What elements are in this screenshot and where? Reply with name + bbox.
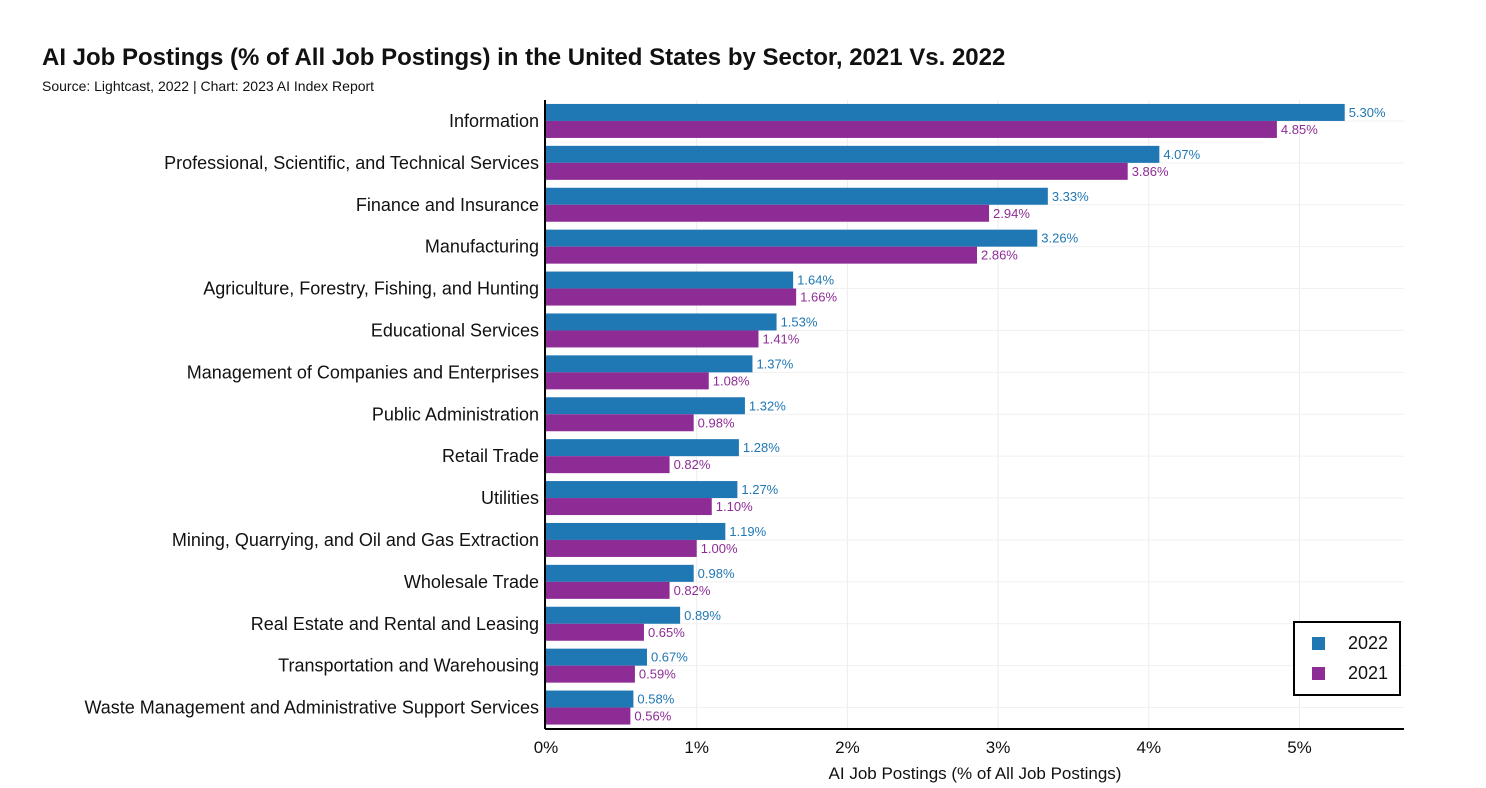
bar-2021 bbox=[546, 372, 709, 390]
bar-2022 bbox=[546, 187, 1048, 205]
data-label-2022: 1.28% bbox=[743, 440, 780, 455]
category-label: Professional, Scientific, and Technical … bbox=[164, 153, 539, 173]
bar-2022 bbox=[546, 522, 726, 540]
data-label-2022: 1.53% bbox=[781, 314, 818, 329]
legend-swatch-2021 bbox=[1312, 667, 1325, 680]
data-label-2022: 3.33% bbox=[1052, 189, 1089, 204]
legend-label-2021: 2021 bbox=[1348, 663, 1388, 683]
bar-2022 bbox=[546, 439, 739, 457]
category-label: Retail Trade bbox=[442, 446, 539, 466]
data-label-2021: 0.56% bbox=[634, 709, 671, 724]
chart-source: Source: Lightcast, 2022 | Chart: 2023 AI… bbox=[42, 78, 375, 94]
data-label-2021: 0.98% bbox=[698, 415, 735, 430]
data-label-2022: 1.64% bbox=[797, 273, 834, 288]
bar-2022 bbox=[546, 564, 694, 582]
bar-2021 bbox=[546, 623, 644, 641]
data-label-2022: 0.89% bbox=[684, 608, 721, 623]
bar-2021 bbox=[546, 456, 670, 474]
bar-2021 bbox=[546, 539, 697, 557]
x-tick-label: 2% bbox=[835, 738, 860, 757]
bar-2021 bbox=[546, 288, 797, 306]
data-label-2022: 1.32% bbox=[749, 398, 786, 413]
category-label: Manufacturing bbox=[425, 237, 539, 257]
data-label-2021: 1.41% bbox=[762, 331, 799, 346]
category-label: Real Estate and Rental and Leasing bbox=[251, 614, 539, 634]
data-label-2022: 3.26% bbox=[1041, 231, 1078, 246]
data-label-2021: 0.59% bbox=[639, 667, 676, 682]
data-label-2021: 1.00% bbox=[701, 541, 738, 556]
bar-2022 bbox=[546, 481, 738, 499]
category-label: Management of Companies and Enterprises bbox=[187, 362, 539, 382]
data-label-2021: 2.86% bbox=[981, 248, 1018, 263]
x-tick-label: 0% bbox=[534, 738, 559, 757]
bar-2021 bbox=[546, 414, 694, 432]
bar-2022 bbox=[546, 397, 745, 415]
bar-2021 bbox=[546, 246, 978, 264]
category-label: Wholesale Trade bbox=[404, 572, 539, 592]
bar-2021 bbox=[546, 330, 759, 348]
category-label: Information bbox=[449, 111, 539, 131]
bar-2022 bbox=[546, 648, 647, 666]
x-axis-title: AI Job Postings (% of All Job Postings) bbox=[829, 764, 1122, 783]
data-label-2022: 4.07% bbox=[1163, 147, 1200, 162]
data-label-2021: 1.08% bbox=[713, 373, 750, 388]
data-label-2021: 0.82% bbox=[674, 457, 711, 472]
category-label: Mining, Quarrying, and Oil and Gas Extra… bbox=[172, 530, 539, 550]
data-label-2021: 2.94% bbox=[993, 206, 1030, 221]
data-label-2021: 4.85% bbox=[1281, 122, 1318, 137]
x-tick-label: 4% bbox=[1137, 738, 1162, 757]
category-label: Agriculture, Forestry, Fishing, and Hunt… bbox=[203, 279, 539, 299]
bar-2021 bbox=[546, 120, 1277, 138]
chart-title: AI Job Postings (% of All Job Postings) … bbox=[42, 44, 1006, 71]
bar-2022 bbox=[546, 690, 634, 708]
data-label-2021: 1.66% bbox=[800, 290, 837, 305]
bar-2021 bbox=[546, 665, 635, 683]
legend-box bbox=[1293, 621, 1401, 696]
data-label-2022: 1.37% bbox=[756, 356, 793, 371]
data-label-2021: 1.10% bbox=[716, 499, 753, 514]
bar-2021 bbox=[546, 204, 990, 222]
bar-2021 bbox=[546, 162, 1128, 180]
data-label-2022: 1.27% bbox=[741, 482, 778, 497]
category-label: Public Administration bbox=[372, 404, 539, 424]
category-label: Utilities bbox=[481, 488, 539, 508]
bar-2021 bbox=[546, 498, 712, 516]
x-tick-label: 3% bbox=[986, 738, 1011, 757]
category-label: Transportation and Warehousing bbox=[278, 656, 539, 676]
bar-2021 bbox=[546, 581, 670, 599]
bar-2022 bbox=[546, 145, 1160, 163]
legend-label-2022: 2022 bbox=[1348, 633, 1388, 653]
category-label: Educational Services bbox=[371, 320, 539, 340]
bar-2022 bbox=[546, 355, 753, 373]
data-label-2022: 0.67% bbox=[651, 650, 688, 665]
data-label-2022: 1.19% bbox=[729, 524, 766, 539]
category-label: Waste Management and Administrative Supp… bbox=[84, 698, 539, 718]
category-label: Finance and Insurance bbox=[356, 195, 539, 215]
bar-2022 bbox=[546, 606, 681, 624]
x-tick-label: 1% bbox=[684, 738, 709, 757]
legend-swatch-2022 bbox=[1312, 637, 1325, 650]
data-label-2022: 0.58% bbox=[637, 692, 674, 707]
bar-2022 bbox=[546, 313, 777, 331]
data-label-2021: 0.82% bbox=[674, 583, 711, 598]
data-label-2021: 3.86% bbox=[1132, 164, 1169, 179]
bar-2021 bbox=[546, 707, 631, 725]
bar-2022 bbox=[546, 229, 1038, 247]
data-label-2022: 0.98% bbox=[698, 566, 735, 581]
x-tick-label: 5% bbox=[1287, 738, 1312, 757]
data-label-2022: 5.30% bbox=[1349, 105, 1386, 120]
data-label-2021: 0.65% bbox=[648, 625, 685, 640]
bar-2022 bbox=[546, 103, 1345, 121]
bar-2022 bbox=[546, 271, 794, 289]
